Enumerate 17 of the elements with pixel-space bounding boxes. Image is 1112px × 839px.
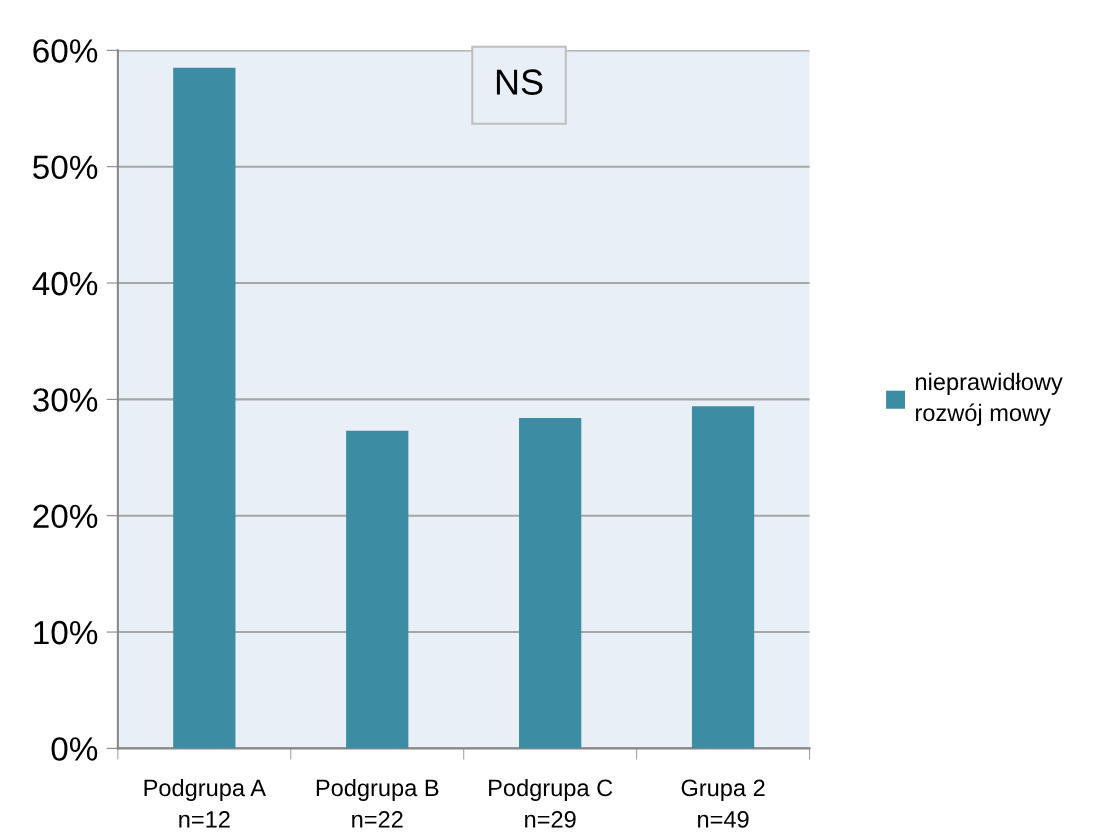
bar: [173, 67, 236, 749]
bar: [691, 406, 755, 749]
y-tick-label: 60%: [33, 39, 98, 63]
annotation: NS: [496, 69, 543, 95]
y-tick-label: 20%: [33, 504, 98, 529]
x-tick-label: Grupa 2 n=49: [681, 779, 765, 828]
legend-label: nieprawidłowy rozwój mowy: [916, 372, 1063, 426]
y-tick-label: 0%: [51, 737, 98, 761]
bar: [346, 430, 409, 749]
x-tick-label: Podgrupa A n=12: [144, 778, 266, 828]
x-tick-label: Podgrupa C n=29: [489, 778, 613, 828]
x-tick-label: Podgrupa B n=22: [316, 778, 439, 828]
y-tick-label: 50%: [33, 155, 98, 180]
bar: [519, 417, 582, 749]
y-tick-label: 40%: [32, 271, 98, 296]
y-tick-label: 30%: [32, 388, 98, 412]
y-tick-label: 10%: [34, 620, 98, 645]
